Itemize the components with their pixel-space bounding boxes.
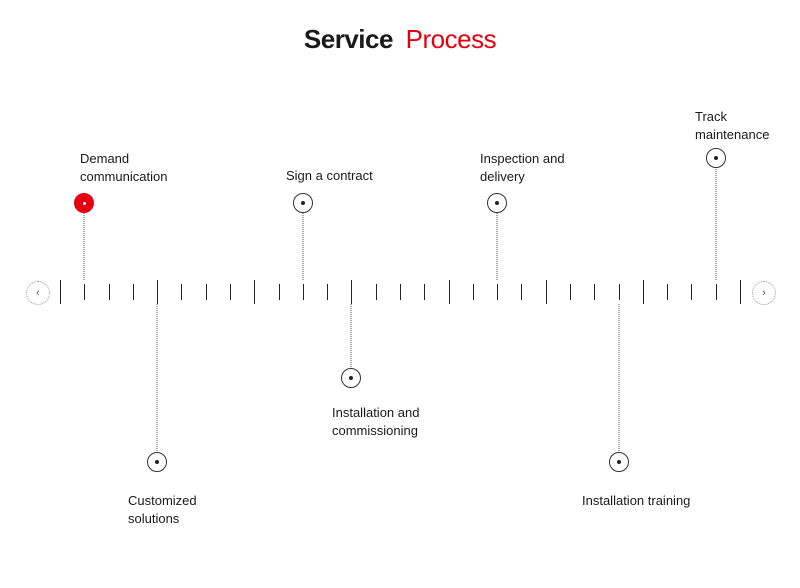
axis-tick <box>303 284 304 300</box>
axis-tick <box>133 284 134 300</box>
dot-icon <box>301 201 305 205</box>
axis-tick <box>400 284 401 300</box>
axis-tick <box>181 284 182 300</box>
step-node-inspection-delivery[interactable] <box>487 193 507 213</box>
step-connector <box>715 167 716 280</box>
step-connector <box>302 212 303 280</box>
axis-tick <box>594 284 595 300</box>
axis-tick <box>643 280 644 304</box>
step-label-demand-communication: Demandcommunication <box>80 150 167 185</box>
axis-tick <box>740 280 741 304</box>
axis-tick <box>691 284 692 300</box>
step-label-installation-training: Installation training <box>582 492 690 510</box>
step-node-installation-training[interactable] <box>609 452 629 472</box>
axis-tick <box>60 280 61 304</box>
timeline-stage: Demandcommunication Customizedsolutions Si… <box>0 0 800 588</box>
dot-icon <box>617 460 621 464</box>
step-connector <box>618 304 619 453</box>
axis-tick <box>473 284 474 300</box>
step-connector <box>351 304 352 369</box>
step-label-inspection-delivery: Inspection anddelivery <box>480 150 565 185</box>
axis-tick <box>449 280 450 304</box>
dot-icon <box>495 201 499 205</box>
next-button[interactable]: › <box>752 281 776 305</box>
axis-tick <box>667 284 668 300</box>
step-label-track-maintenance: Trackmaintenance <box>695 108 769 143</box>
axis-tick <box>619 284 620 300</box>
axis-tick <box>327 284 328 300</box>
step-node-sign-contract[interactable] <box>293 193 313 213</box>
dot-icon <box>349 376 353 380</box>
axis-tick <box>230 284 231 300</box>
step-label-installation-commissioning: Installation andcommissioning <box>332 404 419 439</box>
axis-tick <box>424 284 425 300</box>
step-connector <box>497 212 498 280</box>
prev-button[interactable]: ‹ <box>26 281 50 305</box>
dot-icon <box>714 156 718 160</box>
chevron-left-icon: ‹ <box>36 287 40 299</box>
step-node-track-maintenance[interactable] <box>706 148 726 168</box>
axis-tick <box>497 284 498 300</box>
dot-icon <box>155 460 159 464</box>
axis-tick <box>206 284 207 300</box>
step-node-demand-communication[interactable] <box>74 193 94 213</box>
axis-tick <box>84 284 85 300</box>
axis-tick <box>546 280 547 304</box>
step-node-customized-solutions[interactable] <box>147 452 167 472</box>
axis-tick <box>376 284 377 300</box>
axis-tick <box>157 280 158 304</box>
step-connector <box>157 304 158 453</box>
step-label-sign-contract: Sign a contract <box>286 167 373 185</box>
chevron-right-icon: › <box>762 287 766 299</box>
axis-tick <box>254 280 255 304</box>
dot-icon <box>83 202 86 205</box>
step-connector <box>84 212 85 280</box>
axis-tick <box>716 284 717 300</box>
axis-tick <box>521 284 522 300</box>
axis-tick <box>109 284 110 300</box>
step-node-installation-commissioning[interactable] <box>341 368 361 388</box>
axis-tick <box>570 284 571 300</box>
step-label-customized-solutions: Customizedsolutions <box>128 492 197 527</box>
axis-tick <box>351 280 352 304</box>
axis-tick <box>279 284 280 300</box>
